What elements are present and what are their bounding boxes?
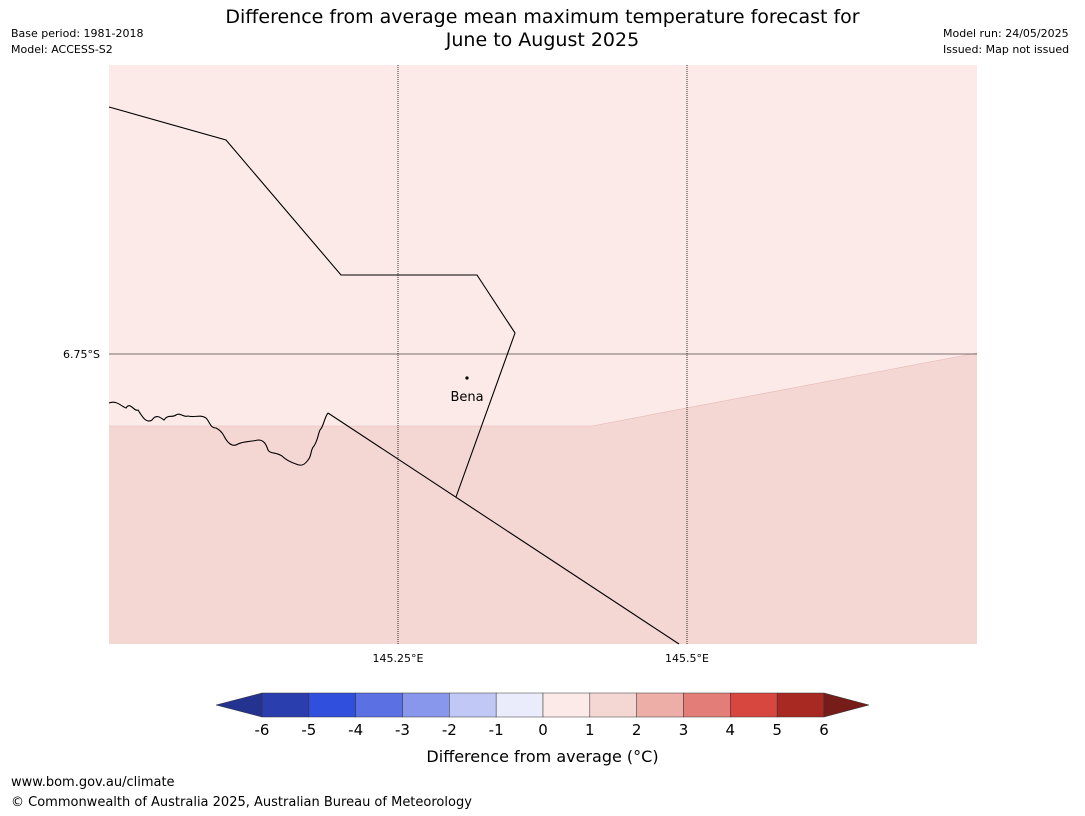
colorbar-arrow-low [215,692,263,718]
region-boundary [109,352,978,427]
base-period-text: Base period: 1981-2018 [11,27,144,40]
colorbar-segment [636,692,684,718]
region-lower [109,353,977,644]
colorbar-segment [449,692,497,718]
colorbar-tick-label: -3 [395,721,410,739]
colorbar-segments [215,692,870,718]
meta-right: Model run: 24/05/2025 Issued: Map not is… [943,26,1069,58]
town-label: Bena [450,390,483,405]
footer-url[interactable]: www.bom.gov.au/climate [11,775,175,790]
colorbar-tick-label: 3 [679,721,689,739]
footer-copyright: © Commonwealth of Australia 2025, Austra… [11,795,472,810]
colorbar-arrow-high [823,692,870,718]
colorbar-tick-label: -1 [489,721,504,739]
colorbar-ticks: -6 -5 -4 -3 -2 -1 0 1 2 3 4 5 6 [255,721,829,739]
town-marker[interactable] [465,376,469,380]
map-title: Difference from average mean maximum tem… [0,6,1085,52]
title-line-1: Difference from average mean maximum tem… [225,6,860,28]
province-boundary-south [327,412,680,645]
colorbar-segment [402,692,450,718]
district-boundary [108,401,329,466]
colorbar-segment [542,692,591,718]
colorbar-title: Difference from average (°C) [426,747,659,766]
province-boundary-north [108,106,516,498]
colorbar-tick-label: -6 [255,721,270,739]
colorbar-tick-label: 2 [632,721,642,739]
colorbar-tick-label: 4 [726,721,736,739]
colorbar-tick-label: -4 [348,721,363,739]
longitude-label-2: 145.5°E [665,652,709,665]
colorbar-tick-label: -5 [301,721,316,739]
meta-left: Base period: 1981-2018 Model: ACCESS-S2 [11,26,143,58]
longitude-label-1: 145.25°E [373,652,424,665]
title-line-2: June to August 2025 [445,29,640,51]
colorbar-segment [589,692,637,718]
colorbar-tick-label: 6 [819,721,829,739]
colorbar-segment [495,692,544,718]
colorbar-segment [683,692,731,718]
colorbar-segment [355,692,403,718]
issued-text: Issued: Map not issued [943,43,1070,56]
model-text: Model: ACCESS-S2 [11,43,113,56]
colorbar-segment [776,692,825,718]
colorbar-segment [730,692,778,718]
colorbar-tick-label: 5 [772,721,782,739]
latitude-label: 6.75°S [63,348,100,361]
model-run-text: Model run: 24/05/2025 [943,27,1069,40]
colorbar-tick-label: 0 [538,721,548,739]
colorbar-tick-label: 1 [585,721,595,739]
colorbar-segment [308,692,356,718]
colorbar-segment [261,692,310,718]
colorbar-tick-label: -2 [442,721,457,739]
